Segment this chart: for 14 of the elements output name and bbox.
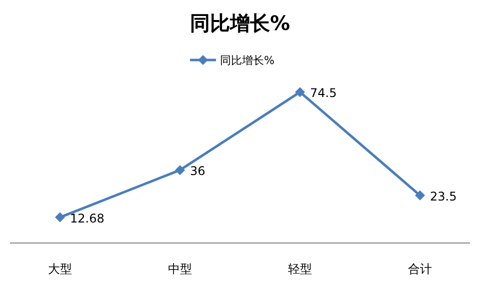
x-tick-label: 中型 xyxy=(168,262,192,276)
x-tick-label: 轻型 xyxy=(288,262,312,276)
point xyxy=(295,87,305,98)
point xyxy=(415,190,425,200)
x-tick-label: 合计 xyxy=(408,262,432,276)
chart-title: 同比增长% xyxy=(190,11,290,35)
point xyxy=(175,165,185,176)
data-label: 23.5 xyxy=(430,189,457,204)
legend-label: 同比增长% xyxy=(220,54,274,67)
point xyxy=(55,212,65,222)
data-label: 74.5 xyxy=(310,86,337,100)
data-label: 36 xyxy=(190,164,206,178)
x-tick-label: 大型 xyxy=(48,262,72,276)
data-label: 12.68 xyxy=(70,211,104,226)
